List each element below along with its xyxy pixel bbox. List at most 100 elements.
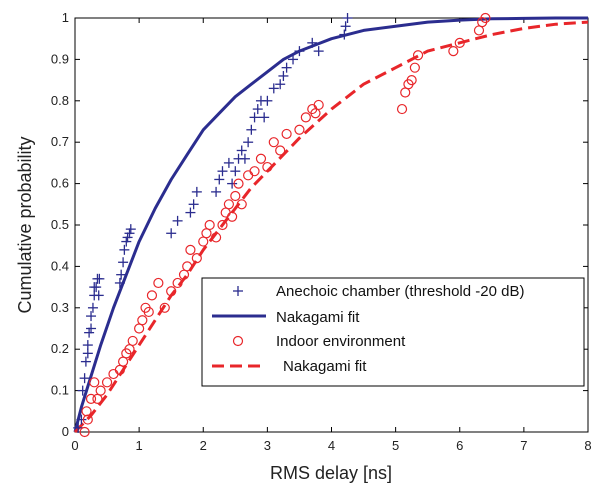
x-tick-label: 0 — [71, 438, 78, 453]
data-point-indoor — [182, 261, 193, 272]
data-point-anechoic — [73, 422, 84, 433]
x-tick-label: 5 — [392, 438, 399, 453]
data-point-anechoic — [122, 232, 133, 243]
data-point-indoor — [85, 393, 97, 404]
data-point-indoor — [185, 244, 196, 255]
data-point-indoor — [249, 166, 260, 177]
data-point-indoor — [95, 385, 106, 396]
data-point-anechoic — [342, 13, 353, 23]
data-point-anechoic — [188, 199, 199, 210]
y-tick-label: 0.1 — [51, 383, 69, 398]
data-point-anechoic — [91, 282, 102, 293]
data-point-indoor — [204, 219, 215, 231]
data-point-anechoic — [86, 323, 97, 334]
data-point-indoor — [137, 315, 148, 326]
data-point-anechoic — [339, 29, 350, 40]
data-point-indoor — [268, 137, 279, 148]
data-point-anechoic — [114, 277, 125, 288]
data-point-anechoic — [239, 153, 250, 164]
data-point-anechoic — [281, 62, 292, 73]
legend-label-indoor: Indoor environment — [276, 333, 406, 350]
data-point-anechoic — [307, 37, 318, 48]
data-point-indoor — [313, 99, 324, 111]
data-point-anechoic — [93, 290, 104, 301]
data-point-anechoic — [249, 112, 260, 123]
data-point-indoor — [236, 199, 247, 210]
data-point-anechoic — [227, 178, 238, 189]
data-point-indoor — [281, 128, 292, 140]
data-point-anechoic — [236, 145, 247, 156]
data-point-anechoic — [252, 104, 263, 115]
data-point-anechoic — [166, 228, 177, 239]
data-point-indoor — [233, 178, 244, 189]
data-point-indoor — [79, 426, 90, 438]
legend: Anechoic chamber (threshold -20 dB) Naka… — [201, 277, 585, 387]
data-point-anechoic — [80, 356, 91, 367]
data-point-anechoic — [76, 414, 87, 425]
data-point-indoor — [406, 74, 417, 86]
data-point-anechoic — [86, 311, 97, 322]
data-point-indoor — [127, 335, 138, 347]
data-point-anechoic — [243, 137, 254, 148]
data-point-anechoic — [268, 83, 279, 94]
data-point-anechoic — [125, 224, 136, 235]
data-point-indoor — [101, 377, 113, 388]
data-point-anechoic — [191, 186, 202, 197]
y-tick-label: 0.3 — [51, 300, 69, 315]
data-point-indoor — [153, 277, 164, 289]
data-point-anechoic — [278, 70, 289, 81]
data-point-indoor — [217, 219, 228, 231]
data-point-indoor — [191, 253, 202, 264]
data-point-anechoic — [82, 340, 93, 351]
data-point-anechoic — [275, 79, 286, 90]
y-tick-label: 0 — [62, 424, 69, 439]
chart-marks — [73, 12, 589, 438]
legend-box — [201, 277, 585, 387]
y-tick-label: 0.7 — [51, 134, 69, 149]
y-tick-label: 0.2 — [51, 341, 69, 356]
data-point-indoor — [448, 46, 459, 57]
y-axis-label: Cumulative probability — [15, 136, 35, 313]
data-point-indoor — [146, 290, 158, 301]
data-point-indoor — [454, 37, 465, 48]
x-tick-label: 7 — [520, 438, 527, 453]
axes: 0 1 2 3 4 5 6 7 8 0 0.1 0.2 0.3 0.4 0.5 0.6 0.7 0.8 0.9 1 — [51, 10, 592, 453]
data-point-anechoic — [214, 174, 225, 185]
data-point-indoor — [294, 124, 305, 135]
legend-label-nakagami-fit-2: Nakagami fit — [283, 358, 367, 375]
data-point-anechoic — [211, 186, 222, 197]
x-tick-label: 4 — [328, 438, 335, 453]
legend-label-anechoic: Anechoic chamber (threshold -20 dB) — [276, 283, 524, 300]
data-point-anechoic — [121, 236, 132, 247]
data-point-indoor — [159, 302, 170, 313]
y-tick-label: 0.6 — [51, 176, 69, 191]
data-point-anechoic — [230, 166, 241, 177]
data-point-indoor — [300, 112, 311, 123]
data-point-anechoic — [185, 207, 196, 218]
legend-symbol-circle — [232, 335, 244, 347]
data-point-indoor — [227, 211, 238, 222]
data-point-anechoic — [94, 273, 105, 284]
y-tick-label: 0.9 — [51, 51, 69, 66]
data-point-indoor — [166, 286, 177, 297]
data-point-anechoic — [118, 257, 129, 268]
y-tick-label: 0.4 — [51, 258, 69, 273]
data-point-anechoic — [119, 244, 130, 255]
data-point-anechoic — [246, 124, 257, 135]
x-tick-label: 3 — [264, 438, 271, 453]
data-point-anechoic — [124, 228, 135, 239]
data-point-anechoic — [259, 112, 270, 123]
data-point-anechoic — [340, 21, 351, 32]
data-point-anechoic — [223, 157, 234, 168]
data-point-anechoic — [79, 373, 90, 384]
data-point-anechoic — [217, 166, 228, 177]
y-tick-label: 0.8 — [51, 93, 69, 108]
x-tick-label: 1 — [136, 438, 143, 453]
data-point-indoor — [230, 190, 241, 202]
data-point-indoor — [223, 199, 234, 210]
legend-label-nakagami-fit-1: Nakagami fit — [276, 309, 360, 326]
legend-symbol-plus — [233, 286, 243, 296]
x-tick-label: 6 — [456, 438, 463, 453]
data-point-indoor — [409, 62, 420, 73]
